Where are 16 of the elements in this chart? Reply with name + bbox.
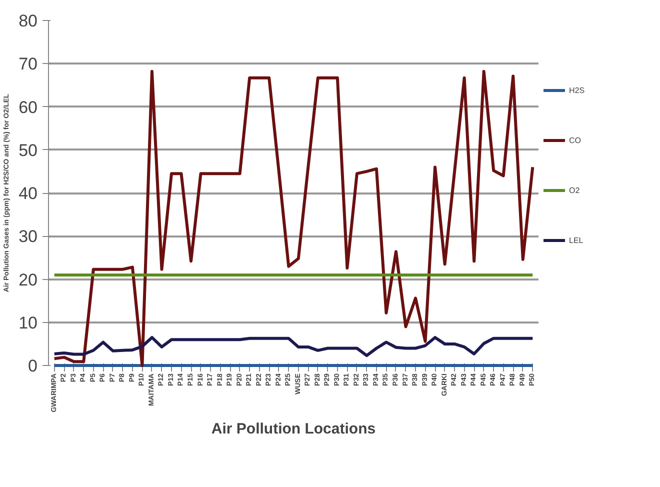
legend-label: H2S	[569, 86, 586, 94]
legend-label: CO	[569, 136, 582, 144]
y-tick-label: 70	[18, 54, 38, 74]
line-series	[52, 336, 534, 358]
legend-label: LEL	[569, 236, 584, 244]
legend-label: O2	[569, 186, 581, 194]
y-tick-label: 40	[18, 184, 38, 203]
line-series	[52, 70, 534, 367]
y-tick-label: 30	[18, 227, 38, 246]
x-axis-title: Air Pollution Locations	[211, 420, 376, 438]
y-tick-label: 0	[28, 356, 38, 376]
y-tick-label: 50	[18, 140, 38, 160]
y-tick-label: 20	[18, 270, 38, 290]
y-tick-label: 10	[18, 313, 38, 332]
y-tick-label: 60	[18, 98, 38, 117]
y-tick-label: 80	[18, 12, 38, 30]
